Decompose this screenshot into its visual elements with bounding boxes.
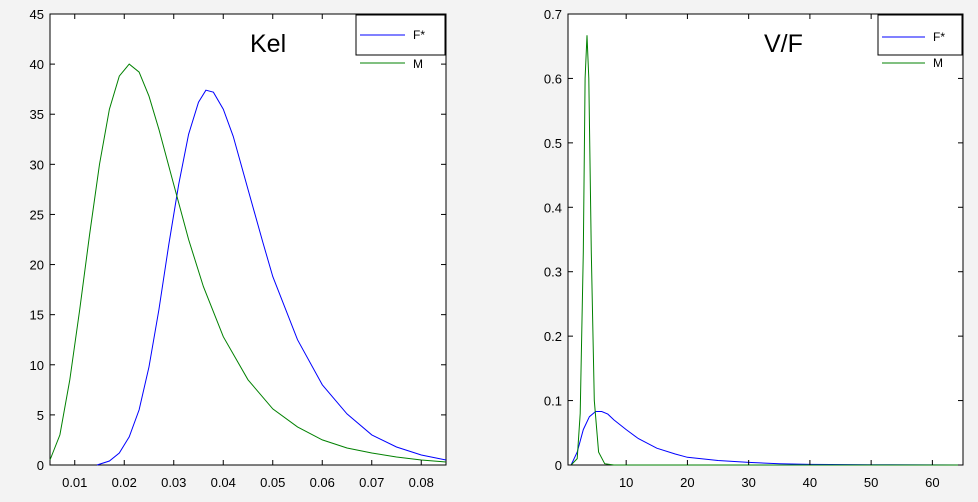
kel-title: Kel	[250, 30, 286, 58]
vf-xtick-label: 30	[741, 475, 755, 490]
vf-series-m-line	[570, 35, 963, 466]
vf-title: V/F	[764, 30, 803, 58]
kel-xtick-label: 0.02	[112, 475, 137, 490]
kel-legend: F* M	[355, 14, 446, 71]
kel-xtick-label: 0.08	[409, 475, 434, 490]
kel-legend-label-f: F*	[413, 28, 425, 42]
kel-xtick-label: 0.05	[260, 475, 285, 490]
vf-legend-label-f: F*	[933, 30, 945, 44]
kel-ytick-label: 15	[30, 308, 44, 323]
kel-xtick-label: 0.01	[62, 475, 87, 490]
kel-ytick-label: 25	[30, 207, 44, 222]
vf-xtick-label: 40	[803, 475, 817, 490]
kel-ytick-label: 0	[37, 458, 44, 473]
kel-series-f-line	[96, 89, 447, 466]
vf-xtick-label: 20	[680, 475, 694, 490]
vf-xtick-label: 10	[619, 475, 633, 490]
kel-ytick-label: 5	[37, 408, 44, 423]
vf-legend: F* M	[877, 14, 963, 70]
kel-chart: 0 5 10 15 20 25 30 35 40 45 0.01 0.02 0.03 0.04 0.05 0.…	[30, 7, 447, 490]
vf-ytick-label: 0.1	[544, 394, 562, 409]
kel-xtick-label: 0.06	[310, 475, 335, 490]
vf-xtick-label: 60	[925, 475, 939, 490]
vf-series-f-line	[570, 411, 964, 466]
vf-legend-label-m: M	[933, 56, 943, 70]
vf-ytick-label: 0.7	[544, 7, 562, 22]
kel-ytick-label: 35	[30, 107, 44, 122]
vf-ytick-label: 0.6	[544, 71, 562, 86]
kel-ytick-label: 10	[30, 358, 44, 373]
vf-ytick-label: 0.5	[544, 136, 562, 151]
kel-legend-label-m: M	[413, 57, 423, 71]
kel-ytick-label: 40	[30, 57, 44, 72]
kel-ytick-label: 20	[30, 258, 44, 273]
kel-ytick-label: 30	[30, 157, 44, 172]
vf-ytick-label: 0.3	[544, 265, 562, 280]
vf-ytick-label: 0.4	[544, 200, 562, 215]
kel-series-m-line	[49, 63, 447, 463]
vf-ytick-label: 0.2	[544, 329, 562, 344]
vf-ytick-label: 0	[555, 458, 562, 473]
vf-legend-box	[877, 14, 963, 56]
vf-plot-area	[567, 13, 964, 466]
kel-plot-area	[49, 13, 447, 466]
kel-xtick-label: 0.03	[161, 475, 186, 490]
kel-xtick-label: 0.07	[359, 475, 384, 490]
vf-xtick-label: 50	[864, 475, 878, 490]
kel-xtick-label: 0.04	[211, 475, 236, 490]
vf-chart: 0 0.1 0.2 0.3 0.4 0.5 0.6 0.7 10 20 30 40 50 60 V/F F…	[544, 7, 964, 490]
kel-ytick-label: 45	[30, 7, 44, 22]
